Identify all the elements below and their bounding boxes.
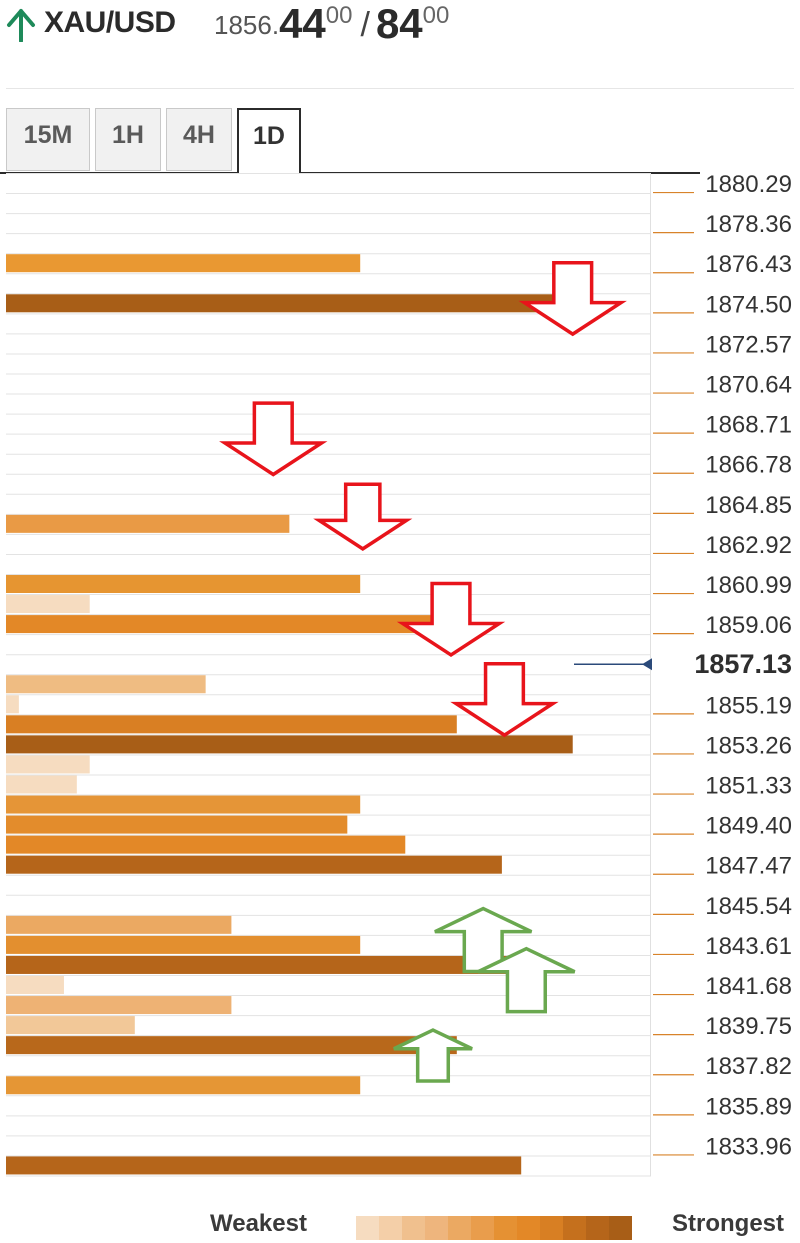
confluence-bar: [6, 254, 361, 273]
price-level-label: 1876.43: [705, 251, 792, 278]
price-level-label: 1866.78: [705, 452, 792, 479]
trend-up-arrow-icon: [7, 9, 35, 42]
legend-swatch: [448, 1216, 471, 1240]
price-level-label: 1841.68: [705, 973, 792, 1000]
resistance-down-arrow-icon: [396, 581, 506, 658]
legend-swatch: [586, 1216, 609, 1240]
legend-strongest-label: Strongest: [672, 1210, 785, 1237]
legend-swatch: [540, 1216, 563, 1240]
price-level-label: 1833.96: [705, 1133, 792, 1160]
confluence-bar: [6, 935, 361, 954]
legend-swatch: [494, 1216, 517, 1240]
confluence-bar: [6, 996, 232, 1015]
price-level-label: 1872.57: [705, 331, 792, 358]
confluence-bar: [6, 815, 348, 834]
support-up-arrow-icon: [477, 946, 576, 1014]
price-level-label: 1880.29: [705, 171, 792, 198]
legend-swatch: [356, 1216, 379, 1240]
confluence-bar: [6, 1076, 361, 1095]
confluence-bar: [6, 695, 19, 714]
header-divider: [6, 88, 794, 89]
confluence-bar: [6, 1016, 135, 1035]
price-level-label: 1862.92: [705, 532, 792, 559]
tab-15m[interactable]: 15M: [6, 108, 90, 171]
confluence-bar: [6, 595, 90, 614]
price-level-label: 1843.61: [705, 933, 792, 960]
legend-swatch: [402, 1216, 425, 1240]
legend-swatch: [517, 1216, 540, 1240]
legend-swatch: [471, 1216, 494, 1240]
confluence-bar: [6, 675, 206, 694]
price-quote: 1856.4400/8400: [214, 0, 449, 48]
confluence-bar: [6, 915, 232, 934]
bid-price-sup: 00: [325, 2, 353, 29]
price-level-label: 1837.82: [705, 1053, 792, 1080]
resistance-down-arrow-icon: [219, 401, 328, 477]
legend-color-scale: [356, 1216, 632, 1240]
current-price-pointer-icon: [642, 658, 652, 671]
confluence-bar: [6, 615, 432, 634]
price-prefix: 1856.: [214, 10, 280, 40]
confluence-bar: [6, 575, 361, 593]
legend-swatch: [425, 1216, 448, 1240]
confluence-bar: [6, 955, 509, 974]
confluence-bar: [6, 294, 586, 313]
price-level-label: 1868.71: [705, 412, 792, 439]
price-level-label: 1847.47: [705, 853, 792, 880]
strength-legend: Weakest Strongest: [0, 1200, 800, 1243]
price-level-label: 1878.36: [705, 211, 792, 238]
legend-swatch: [563, 1216, 586, 1240]
legend-swatch: [379, 1216, 402, 1240]
price-level-label: 1853.26: [705, 732, 792, 759]
price-level-label: 1851.33: [705, 773, 792, 800]
confluence-bar: [6, 715, 457, 734]
resistance-down-arrow-icon: [518, 261, 627, 337]
price-level-label: 1855.19: [705, 692, 792, 719]
support-up-arrow-icon: [393, 1028, 473, 1083]
price-level-label: 1849.40: [705, 813, 792, 840]
confluence-bar: [6, 855, 502, 874]
confluence-bar: [6, 514, 290, 533]
legend-swatch: [609, 1216, 632, 1240]
tab-4h[interactable]: 4H: [166, 108, 232, 171]
legend-weakest-label: Weakest: [210, 1210, 307, 1237]
bid-price-main: 44: [279, 0, 326, 47]
confluence-bar: [6, 775, 77, 794]
price-level-label: 1864.85: [705, 492, 792, 519]
current-price-label: 1857.13: [694, 649, 792, 679]
price-separator: /: [360, 6, 370, 44]
confluence-bar: [6, 835, 406, 854]
price-level-label: 1860.99: [705, 572, 792, 599]
tab-1d[interactable]: 1D: [237, 108, 301, 173]
price-level-label: 1839.75: [705, 1013, 792, 1040]
resistance-down-arrow-icon: [313, 482, 413, 551]
symbol-title: XAU/USD: [44, 6, 176, 39]
confluence-bar: [6, 735, 573, 754]
price-level-label: 1874.50: [705, 291, 792, 318]
price-level-label: 1859.06: [705, 612, 792, 639]
price-level-label: 1870.64: [705, 372, 792, 399]
price-level-label: 1845.54: [705, 893, 792, 920]
confluence-bar: [6, 1036, 457, 1055]
resistance-down-arrow-icon: [450, 662, 559, 738]
ask-price-sup: 00: [422, 2, 450, 29]
header: XAU/USD 1856.4400/8400: [0, 0, 800, 60]
confluence-bar: [6, 976, 64, 994]
confluence-bar: [6, 795, 361, 814]
price-level-label: 1835.89: [705, 1093, 792, 1120]
tab-1h[interactable]: 1H: [95, 108, 161, 171]
confluence-bar: [6, 1156, 522, 1175]
ask-price-main: 84: [375, 0, 423, 47]
confluence-bar: [6, 755, 90, 774]
